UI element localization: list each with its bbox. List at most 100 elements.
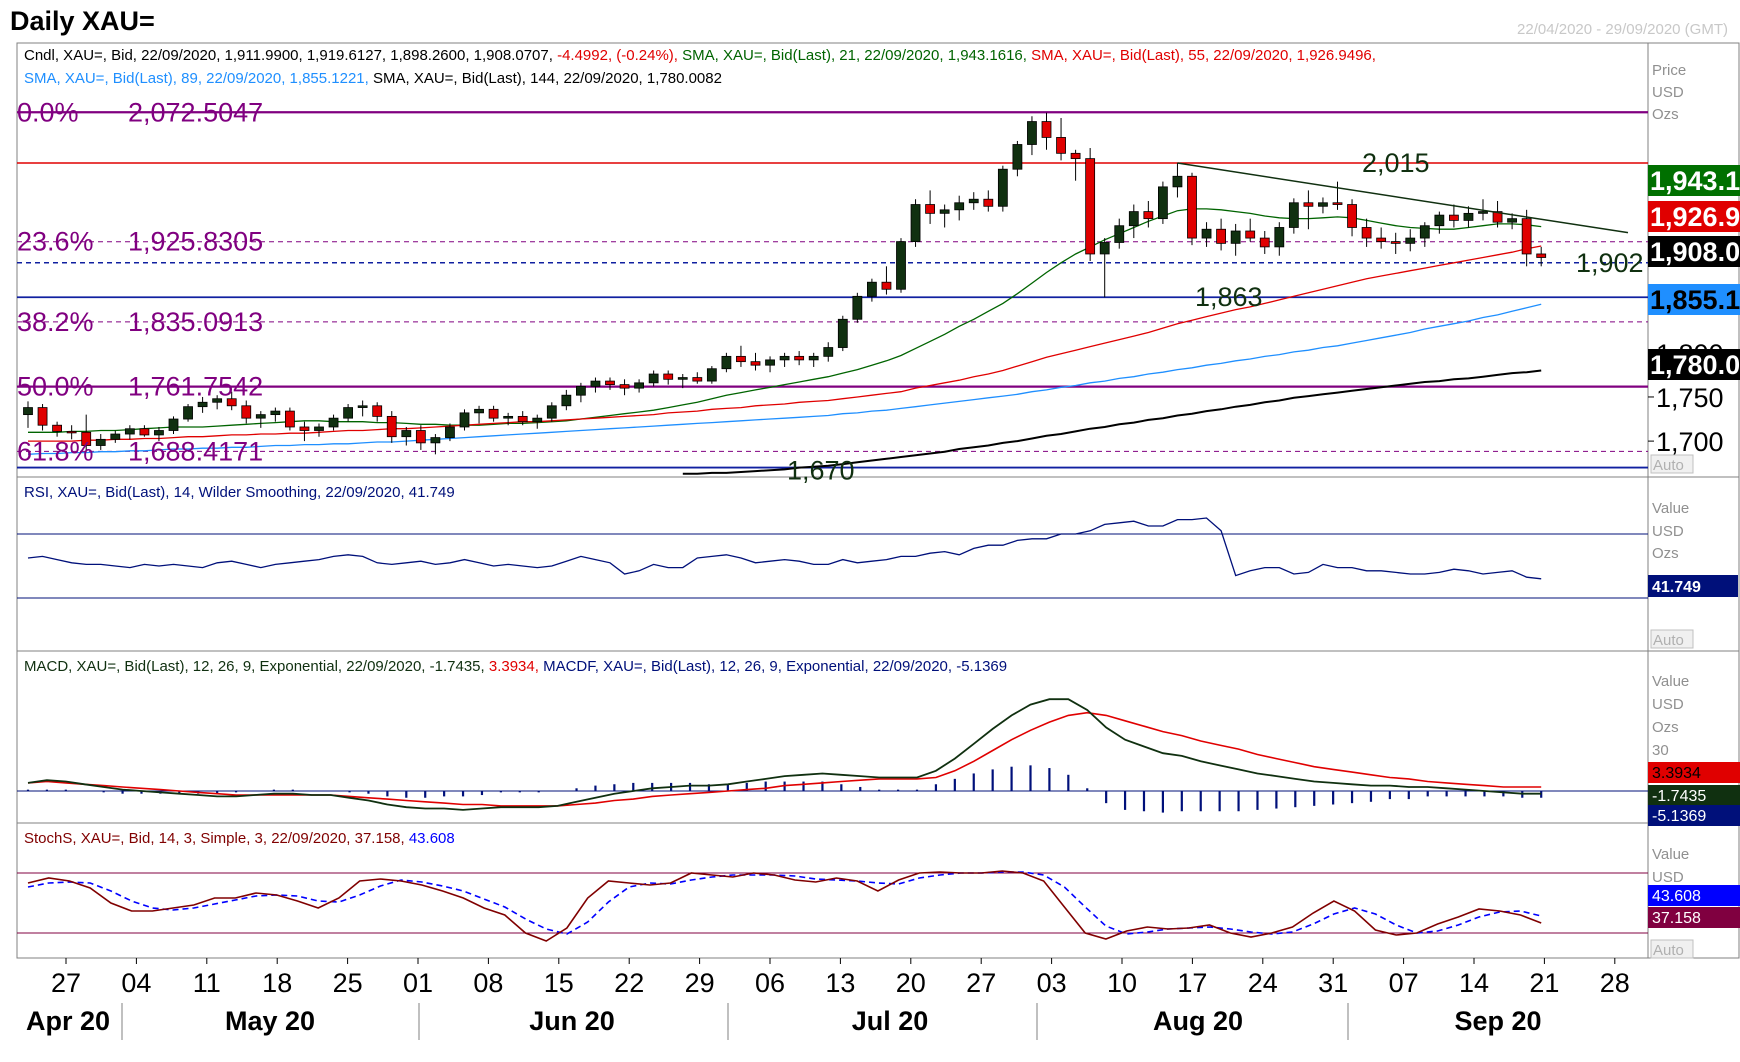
macd-tags: 3.3934 -1.7435 -5.1369 [1648,762,1740,826]
stoch-tag-label: 37.158 [1652,910,1701,927]
x-day-label: 07 [1389,968,1419,998]
legend-part: StochS, XAU=, Bid, 14, 3, Simple, 3, 22/… [24,830,355,847]
price-tag-label: 1,926.9 [1650,202,1740,232]
auto-button-price[interactable] [1650,454,1694,474]
auto-button-rsi[interactable] [1650,629,1694,649]
candle-body [314,426,324,431]
candle-body [954,202,965,211]
macd-tag-label: 3.3934 [1652,765,1701,782]
candle-body [386,415,397,438]
fib-value-label: 1,688.4171 [128,436,263,466]
x-day-label: 06 [755,968,785,998]
candle-body [692,377,703,382]
stoch-legend: StochS, XAU=, Bid, 14, 3, Simple, 3, 22/… [24,830,455,847]
price-tag-label: 1,908.0 [1650,237,1740,267]
candle-body [997,168,1008,207]
candle-body [1492,211,1503,223]
candle-body [1128,211,1139,227]
x-day-label: 11 [193,968,221,998]
x-day-label: 24 [1248,968,1278,998]
candle-body [1405,237,1416,244]
candle-body [517,415,528,423]
candlesticks [23,112,1547,455]
candle-body [1434,214,1445,227]
legend-part: 43.608 [409,830,455,847]
auto-button-stoch[interactable] [1650,939,1694,959]
stoch-tag-label: 43.608 [1652,888,1701,905]
chart-title: Daily XAU= [10,6,155,36]
support-resistance-lines [17,162,1648,469]
price-tick-label: 1,700 [1656,427,1724,457]
candle-body [488,408,499,419]
price-axis-label-price: Price [1652,62,1686,79]
x-day-label: 15 [544,968,574,998]
candle-body [1143,211,1154,220]
macd-axis-label-value: Value [1652,673,1689,690]
candle-body [81,431,92,446]
macd-tag [1648,785,1740,806]
candle-body [52,424,62,432]
price-tag-label: 1,855.1 [1650,285,1740,315]
legend-part: MACDF, XAU=, Bid(Last), 12, 26, 9, Expon… [543,658,1007,675]
candle-body [1507,218,1517,223]
macd-axis-label-usd: USD [1652,696,1684,713]
rsi-guide-lines [17,533,1648,599]
legend-part: SMA, XAU=, Bid(Last), 55, 22/09/2020, 1,… [1031,47,1376,64]
rsi-line [27,517,1542,580]
x-day-label: 29 [685,968,715,998]
stoch-k-line [27,870,1542,942]
candle-body [546,405,557,419]
candle-body [1027,121,1037,145]
rsi-axis-label-ozs: Ozs [1652,545,1679,562]
x-day-label: 10 [1107,968,1137,998]
candle-body [619,384,630,389]
candle-body [1361,227,1372,239]
date-range: 22/04/2020 - 29/09/2020 (GMT) [1517,21,1728,38]
candle-body [706,368,717,382]
candle-body [896,241,906,290]
fib-pct-label: 0.0% [17,97,79,127]
candle-body [779,355,790,361]
candle-body [634,382,644,389]
candle-body [1449,214,1459,221]
sma-line [27,303,1542,455]
candle-body [1259,237,1270,248]
legend-part: -4.4992, (-0.24%), [557,47,682,64]
rsi-tag-label: 41.749 [1652,579,1701,596]
macd-tag-label: -5.1369 [1652,808,1706,825]
legend-part: RSI, XAU=, Bid(Last), 14, Wilder Smoothi… [24,484,455,501]
candle-body [1230,230,1241,244]
candle-body [357,405,368,408]
level-annotations: 2,015 1,863 1,902 1,670 [787,148,1644,486]
candle-body [415,430,426,444]
legend-part: SMA, XAU=, Bid(Last), 144, 22/09/2020, 1… [373,70,722,87]
candle-body [445,426,455,438]
macd-axis-label-ozs: Ozs [1652,719,1679,736]
price-legend-line2: SMA, XAU=, Bid(Last), 89, 22/09/2020, 1,… [24,70,722,87]
candle-body [299,426,310,431]
auto-label-rsi: Auto [1653,632,1684,649]
candle-body [765,359,775,366]
x-day-label: 14 [1459,968,1489,998]
fib-lines [17,111,1648,452]
sma-line [682,369,1542,475]
legend-part: Cndl, XAU=, Bid, 22/09/2020, 1,911.9900,… [24,47,557,64]
macd-legend: MACD, XAU=, Bid(Last), 12, 26, 9, Expone… [24,658,1007,675]
rsi-legend: RSI, XAU=, Bid(Last), 14, Wilder Smoothi… [24,484,455,501]
rsi-tag [1648,575,1738,597]
chart-frame [16,42,1740,959]
candle-body [1376,237,1387,243]
candle-body [1521,218,1532,255]
price-tags: 1,943.1 1,926.9 1,908.0 1,855.1 1,780.0 [1648,165,1740,380]
x-day-label: 13 [825,968,855,998]
candle-body [590,380,601,387]
price-axis-label-usd: USD [1652,84,1684,101]
candle-body [561,394,572,407]
candle-body [605,380,615,386]
price-tag-label: 1,780.0 [1650,350,1740,380]
fib-value-label: 1,925.8305 [128,227,263,257]
candle-body [1318,202,1328,207]
x-day-label: 01 [403,968,433,998]
legend-part: 3.3934, [489,658,543,675]
x-day-label: 25 [333,968,363,998]
